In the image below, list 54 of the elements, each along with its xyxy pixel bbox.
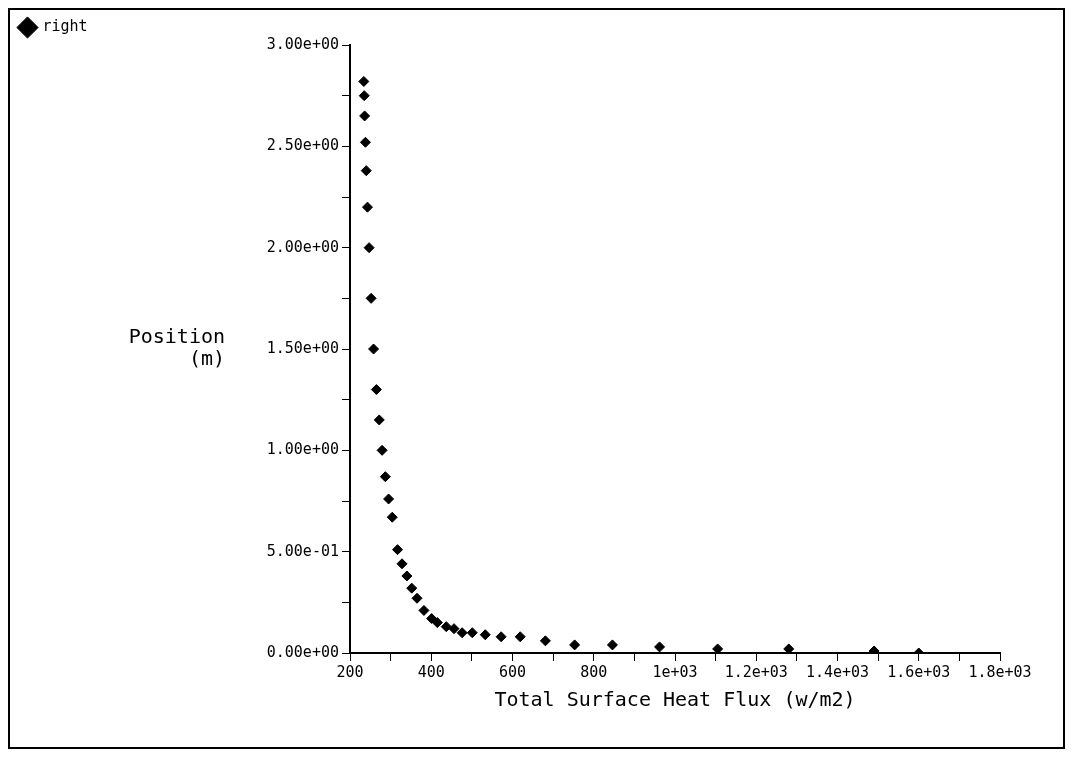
point: [569, 639, 581, 651]
x-tick-label: 200: [336, 662, 364, 681]
point: [358, 75, 370, 87]
point: [373, 414, 385, 426]
y-axis-title: Position (m): [128, 324, 225, 371]
point: [495, 631, 507, 643]
point: [365, 292, 377, 304]
y-tick-label: 3.00e+00: [266, 34, 339, 53]
x-tick-label: 400: [417, 662, 445, 681]
point: [466, 627, 478, 639]
x-tick-label: 1.6e+03: [887, 662, 951, 681]
y-tick-label: 5.00e-01: [266, 541, 339, 560]
point: [386, 511, 398, 523]
x-axis-title: Total Surface Heat Flux (w/m2): [494, 687, 856, 712]
y-tick-label: 2.00e+00: [266, 237, 339, 256]
point: [456, 627, 468, 639]
point: [606, 639, 618, 651]
y-tick-label: 0.00e+00: [266, 642, 339, 661]
point: [431, 617, 443, 629]
point: [712, 643, 724, 653]
point: [479, 629, 491, 641]
point: [360, 165, 372, 177]
point: [359, 110, 371, 122]
point: [514, 631, 526, 643]
point: [411, 592, 423, 604]
x-tick-label: 800: [580, 662, 608, 681]
x-tick-label: 1.8e+03: [968, 662, 1032, 681]
point: [383, 493, 395, 505]
point: [406, 582, 418, 594]
point: [379, 471, 391, 483]
x-tick-label: 1.2e+03: [724, 662, 788, 681]
point: [654, 641, 666, 653]
point: [440, 621, 452, 633]
point: [361, 201, 373, 213]
x-tick-label: 600: [498, 662, 527, 681]
point: [376, 444, 388, 456]
point: [418, 604, 430, 616]
point: [363, 242, 375, 254]
y-tick-label: 1.00e+00: [266, 440, 339, 459]
point: [396, 558, 408, 570]
point: [392, 544, 404, 556]
y-tick-label: 1.50e+00: [266, 338, 339, 357]
point: [783, 643, 795, 653]
x-tick-label: 1e+03: [652, 662, 698, 681]
point: [401, 570, 413, 582]
x-tick-label: 1.4e+03: [805, 662, 870, 681]
point: [368, 343, 380, 355]
point: [370, 384, 382, 396]
point: [358, 90, 370, 102]
point: [539, 635, 551, 647]
point: [359, 136, 371, 148]
y-tick-label: 2.50e+00: [266, 136, 339, 155]
point: [448, 623, 460, 635]
legend-label: right: [42, 17, 88, 36]
